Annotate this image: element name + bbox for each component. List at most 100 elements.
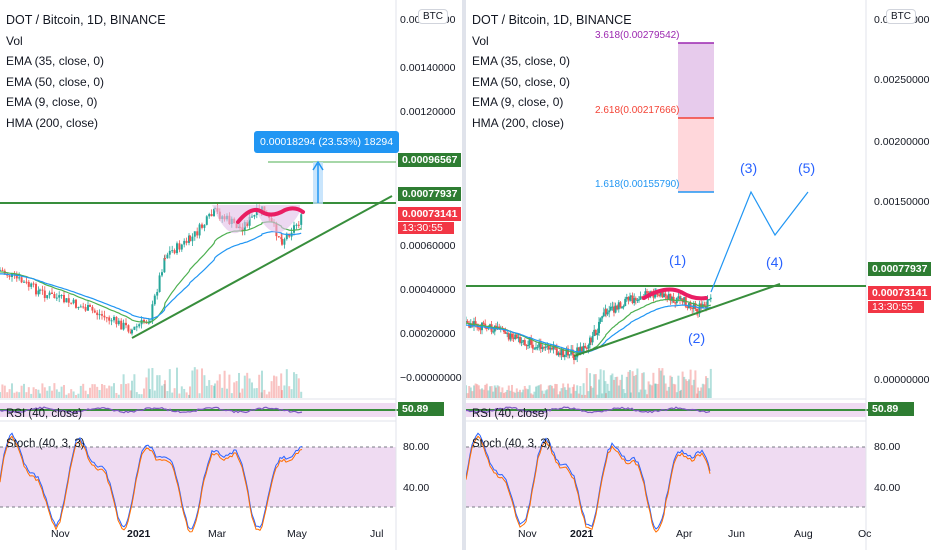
volume-bar (680, 389, 682, 398)
candle (283, 237, 286, 249)
volume-bar (557, 394, 560, 398)
candle (533, 347, 536, 350)
candle (120, 318, 123, 330)
y-axis-label: 0.00120000 (400, 106, 456, 118)
candle (196, 227, 199, 239)
legend-ema35[interactable]: EMA (35, close, 0) (6, 54, 105, 68)
volume-bar (590, 386, 592, 398)
volume-bar (277, 385, 280, 398)
candle (65, 298, 68, 303)
fib-label-1618: 1.618(0.00155790) (595, 179, 680, 190)
volume-bar (32, 387, 35, 398)
volume-bar (709, 368, 712, 398)
candle (485, 327, 488, 332)
candle (543, 345, 545, 351)
candle (608, 305, 611, 318)
volume-bar (672, 383, 675, 398)
stoch-label[interactable]: Stoch (40, 3, 3) (472, 438, 551, 450)
volume-bar (185, 392, 188, 398)
volume-bar (584, 394, 587, 398)
volume-bar (205, 385, 208, 398)
legend-ema50[interactable]: EMA (50, close, 0) (472, 74, 571, 89)
legend-ema9[interactable]: EMA (9, close, 0) (6, 95, 98, 109)
volume-bar (650, 385, 653, 398)
volume-bar (555, 384, 558, 398)
volume-bar (596, 394, 599, 398)
volume-bar (23, 383, 25, 398)
legend-hma[interactable]: HMA (200, close) (6, 115, 99, 130)
legend-vol[interactable]: Vol (6, 33, 23, 48)
symbol-title[interactable]: DOT / Bitcoin, 1D, BINANCE (6, 13, 166, 27)
candle (143, 318, 145, 325)
volume-bar (538, 385, 541, 398)
candle (277, 236, 280, 238)
legend-ema35[interactable]: EMA (35, close, 0) (472, 54, 571, 68)
candle (522, 339, 525, 346)
volume-bar (658, 368, 661, 398)
volume-bar (644, 389, 647, 398)
rsi-label[interactable]: RSI (40, close) (6, 408, 83, 420)
legend-ema9[interactable]: EMA (9, close, 0) (472, 95, 564, 109)
candle (35, 282, 37, 297)
volume-bar (163, 384, 166, 398)
symbol-title[interactable]: DOT / Bitcoin, 1D, BINANCE (472, 13, 632, 27)
volume-bar (493, 385, 496, 398)
volume-bar (525, 388, 528, 398)
volume-bar (253, 388, 256, 398)
legend-ema50[interactable]: EMA (50, close, 0) (6, 74, 105, 89)
left-chart-canvas[interactable] (0, 0, 462, 550)
stoch-label[interactable]: Stoch (40, 3, 3) (6, 438, 85, 450)
volume-bar (479, 389, 482, 398)
candle (531, 340, 534, 353)
volume-bar (221, 387, 224, 398)
candle (633, 293, 636, 306)
candle (634, 296, 637, 305)
legend-hma[interactable]: HMA (200, close) (472, 115, 565, 130)
candle (605, 308, 607, 318)
volume-bar (261, 370, 263, 398)
candle (614, 302, 617, 314)
rsi-label[interactable]: RSI (40, close) (472, 408, 549, 420)
volume-bar (115, 392, 118, 398)
volume-bar (214, 383, 216, 398)
volume-bar (608, 390, 611, 398)
candle (466, 319, 469, 324)
candle (523, 338, 526, 347)
right-chart-panel[interactable]: 3.618(0.00279542) 2.618(0.00217666) 1.61… (466, 0, 932, 550)
candle (593, 324, 596, 337)
volume-bar (11, 383, 13, 398)
currency-badge[interactable]: BTC (418, 9, 448, 24)
right-chart-canvas[interactable]: 3.618(0.00279542) 2.618(0.00217666) 1.61… (466, 0, 932, 550)
volume-bar (671, 376, 673, 398)
volume-bar (91, 384, 94, 398)
resistance-price-tag: 0.00077937 (868, 262, 932, 276)
candle (39, 288, 41, 295)
candle (613, 302, 615, 317)
volume-bar (210, 385, 213, 398)
legend-vol[interactable]: Vol (472, 33, 489, 48)
y-axis-label: 0.00060000 (400, 240, 456, 252)
volume-bar (582, 383, 585, 398)
candle (293, 221, 295, 236)
volume-bar (158, 375, 161, 398)
volume-bar (469, 387, 472, 398)
volume-bar (681, 371, 684, 398)
currency-badge[interactable]: BTC (886, 9, 916, 24)
volume-bar (39, 393, 41, 398)
volume-bar (196, 369, 199, 398)
volume-bar (691, 385, 694, 398)
volume-bar (705, 376, 707, 398)
volume-bar (218, 374, 221, 398)
candle (619, 301, 622, 309)
candle (82, 302, 85, 309)
stoch-level-label: 80.00 (874, 441, 901, 453)
chart-legend: DOT / Bitcoin, 1D, BINANCE Vol EMA (35, … (6, 10, 166, 133)
candle (48, 290, 51, 299)
left-chart-panel[interactable]: DOT / Bitcoin, 1D, BINANCE Vol EMA (35, … (0, 0, 462, 550)
volume-bar (601, 393, 604, 398)
y-axis-label: 0.00020000 (400, 328, 456, 340)
volume-bar (631, 371, 634, 398)
volume-bar (117, 394, 120, 398)
volume-bar (587, 391, 590, 398)
candle (281, 234, 283, 246)
